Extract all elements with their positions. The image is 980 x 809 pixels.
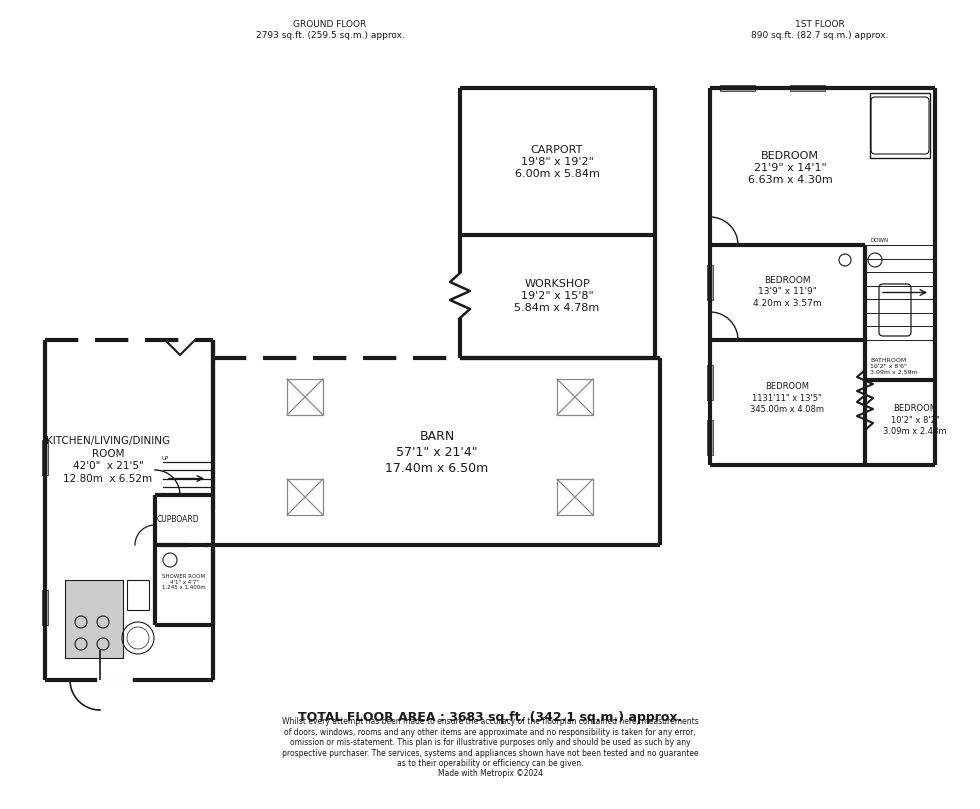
- Bar: [42, 440, 48, 475]
- Bar: [707, 265, 713, 300]
- Bar: [707, 420, 713, 455]
- Bar: [287, 379, 323, 415]
- Bar: [557, 379, 593, 415]
- Text: UP: UP: [161, 455, 169, 460]
- Text: CARPORT
19'8" x 19'2"
6.00m x 5.84m: CARPORT 19'8" x 19'2" 6.00m x 5.84m: [514, 145, 600, 180]
- Text: TOTAL FLOOR AREA : 3683 sq.ft. (342.1 sq.m.) approx.: TOTAL FLOOR AREA : 3683 sq.ft. (342.1 sq…: [298, 711, 682, 725]
- Text: WORKSHOP
19'2" x 15'8"
5.84m x 4.78m: WORKSHOP 19'2" x 15'8" 5.84m x 4.78m: [514, 278, 600, 313]
- Bar: [127, 580, 149, 610]
- Text: 1ST FLOOR
890 sq.ft. (82.7 sq.m.) approx.: 1ST FLOOR 890 sq.ft. (82.7 sq.m.) approx…: [752, 20, 889, 40]
- Text: BEDROOM
21'9" x 14'1"
6.63m x 4.30m: BEDROOM 21'9" x 14'1" 6.63m x 4.30m: [748, 150, 832, 185]
- Text: GROUND FLOOR
2793 sq.ft. (259.5 sq.m.) approx.: GROUND FLOOR 2793 sq.ft. (259.5 sq.m.) a…: [256, 20, 405, 40]
- Text: Whilst every attempt has been made to ensure the accuracy of the floorplan conta: Whilst every attempt has been made to en…: [281, 718, 699, 778]
- Bar: [287, 479, 323, 515]
- Text: DOWN: DOWN: [870, 238, 888, 243]
- Text: BEDROOM
10'2" x 8'2"
3.09m x 2.48m: BEDROOM 10'2" x 8'2" 3.09m x 2.48m: [883, 404, 947, 435]
- Text: BEDROOM
1131'11" x 13'5"
345.00m x 4.08m: BEDROOM 1131'11" x 13'5" 345.00m x 4.08m: [750, 383, 824, 413]
- Bar: [42, 590, 48, 625]
- Bar: [65, 580, 123, 658]
- Bar: [707, 365, 713, 400]
- Bar: [870, 93, 930, 158]
- Bar: [790, 85, 825, 91]
- Text: BEDROOM
13'9" x 11'9"
4.20m x 3.57m: BEDROOM 13'9" x 11'9" 4.20m x 3.57m: [753, 277, 821, 307]
- Bar: [557, 479, 593, 515]
- Text: SHOWER ROOM
4'1" x 4'7"
1.245 x 1.400m: SHOWER ROOM 4'1" x 4'7" 1.245 x 1.400m: [162, 574, 206, 591]
- Text: BATHROOM
10'2" x 8'6"
3.09m x 2.59m: BATHROOM 10'2" x 8'6" 3.09m x 2.59m: [870, 358, 917, 375]
- Bar: [720, 85, 755, 91]
- Text: BARN
57'1" x 21'4"
17.40m x 6.50m: BARN 57'1" x 21'4" 17.40m x 6.50m: [385, 430, 489, 475]
- Text: CUPBOARD: CUPBOARD: [157, 515, 200, 524]
- Text: KITCHEN/LIVING/DINING
ROOM
42'0"  x 21'5"
12.80m  x 6.52m: KITCHEN/LIVING/DINING ROOM 42'0" x 21'5"…: [46, 436, 171, 484]
